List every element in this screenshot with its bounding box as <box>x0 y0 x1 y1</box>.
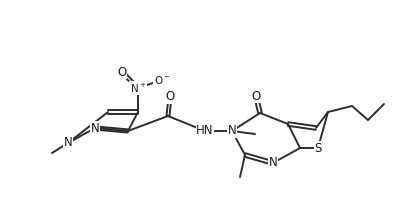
Text: N: N <box>64 137 72 149</box>
Text: N: N <box>228 124 236 138</box>
Text: O$^-$: O$^-$ <box>154 74 171 86</box>
Text: HN: HN <box>196 124 214 138</box>
Text: O: O <box>252 89 261 103</box>
Text: O: O <box>118 65 127 78</box>
Text: S: S <box>314 141 322 154</box>
Text: N: N <box>269 157 277 170</box>
Text: N$^+$: N$^+$ <box>130 81 146 95</box>
Text: N: N <box>91 121 99 135</box>
Text: O: O <box>165 91 174 103</box>
